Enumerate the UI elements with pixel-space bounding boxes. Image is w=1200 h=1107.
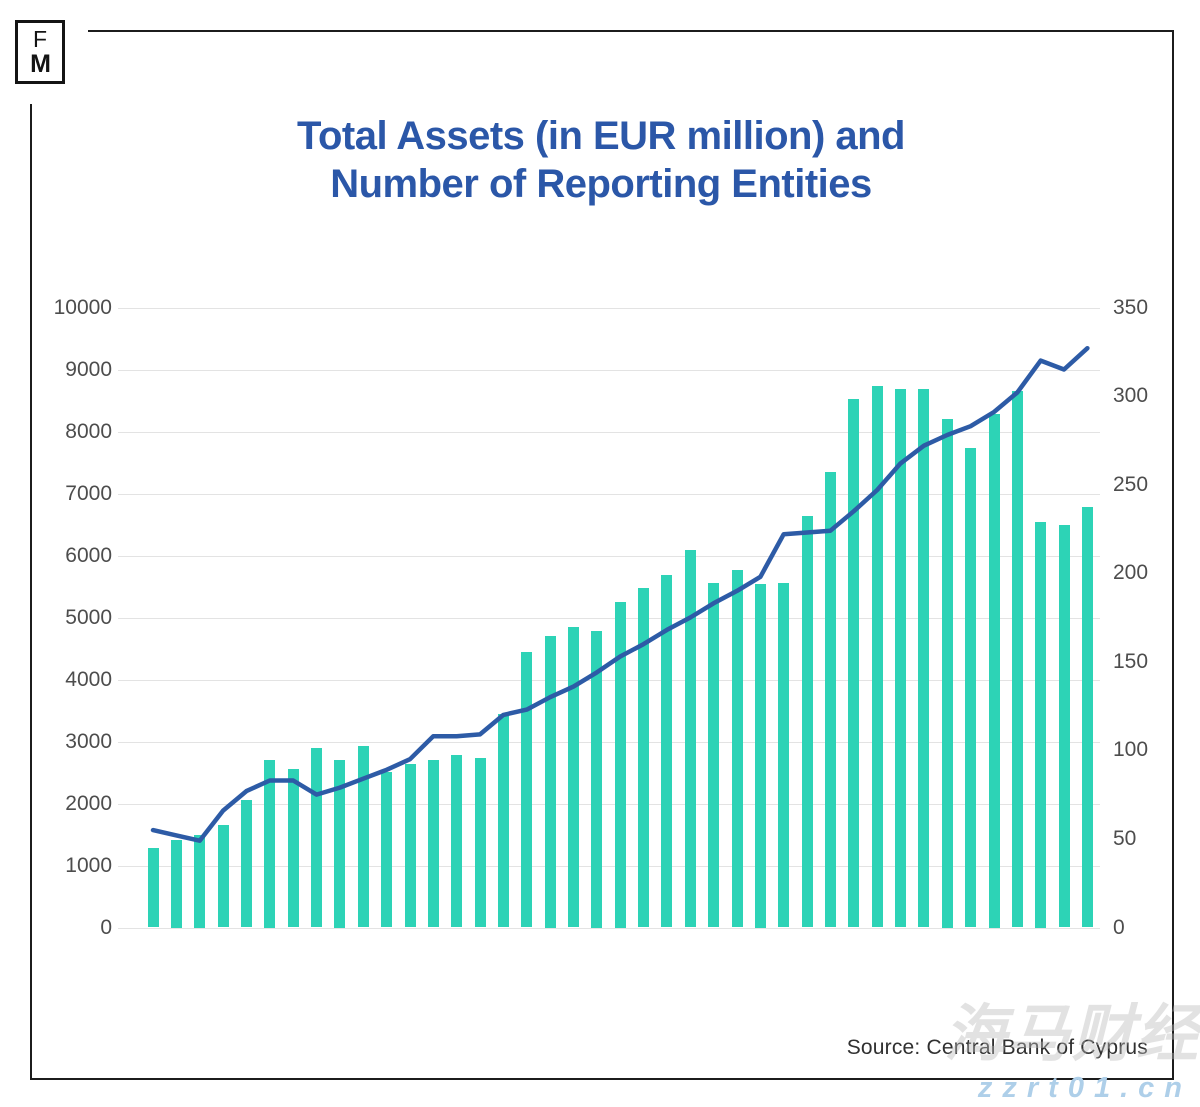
total-assets-bar	[240, 799, 252, 928]
fm-logo: F M	[15, 20, 65, 84]
gridline	[118, 741, 1100, 743]
source-note: Source: Central Bank of Cyprus	[846, 1036, 1148, 1059]
total-assets-bar	[170, 839, 182, 928]
total-assets-bar	[1035, 522, 1047, 928]
total-assets-bar	[381, 771, 393, 928]
total-assets-bar	[941, 418, 953, 928]
left-axis-tick-label: 7000	[65, 481, 112, 505]
total-assets-bar	[824, 471, 836, 928]
total-assets-bar	[871, 386, 883, 928]
fm-logo-letter-m: M	[30, 50, 51, 78]
total-assets-bar	[778, 582, 790, 928]
total-assets-bar	[264, 759, 276, 928]
gridline	[118, 679, 1100, 681]
left-axis-tick-label: 9000	[65, 357, 112, 381]
total-assets-bar	[311, 747, 322, 928]
total-assets-bar	[194, 834, 206, 928]
total-assets-bar	[217, 825, 229, 928]
total-assets-bar	[965, 447, 977, 928]
gridline	[118, 927, 1100, 929]
chart-border-frame	[30, 30, 1174, 1080]
total-assets-bar	[684, 549, 696, 928]
gridline	[118, 431, 1100, 433]
total-assets-bar	[497, 713, 509, 928]
chart-title-line-1: Total Assets (in EUR million) and	[297, 114, 906, 158]
right-axis-tick-label: 100	[1113, 738, 1149, 762]
gridline	[118, 617, 1100, 619]
total-assets-bar	[895, 389, 906, 928]
total-assets-bar	[568, 626, 579, 928]
total-assets-bar	[754, 584, 766, 928]
total-assets-bar	[451, 755, 463, 928]
gridline	[118, 555, 1100, 557]
left-axis-tick-label: 5000	[65, 605, 112, 629]
total-assets-bar	[404, 763, 416, 928]
total-assets-bar	[708, 582, 720, 928]
left-axis-tick-label: 0	[100, 915, 112, 939]
total-assets-bar	[988, 413, 1000, 928]
left-axis-tick-label: 10000	[53, 295, 112, 319]
chart-title-line-2: Number of Reporting Entities	[330, 162, 872, 206]
total-assets-bar	[521, 652, 533, 928]
total-assets-bar	[474, 757, 486, 928]
left-axis-tick-label: 4000	[65, 667, 112, 691]
left-axis-tick-label: 1000	[65, 853, 112, 877]
fm-logo-letter-f: F	[32, 26, 48, 52]
total-assets-bar	[661, 574, 673, 928]
total-assets-bar	[334, 759, 346, 928]
total-assets-bar	[591, 630, 603, 928]
right-axis-tick-label: 350	[1113, 295, 1149, 319]
total-assets-bar	[848, 399, 860, 928]
total-assets-bar	[801, 516, 813, 928]
right-axis-tick-label: 300	[1113, 384, 1149, 408]
right-axis-tick-label: 150	[1113, 649, 1149, 673]
total-assets-bar	[731, 570, 743, 928]
gridline	[118, 865, 1100, 867]
left-axis-tick-label: 6000	[65, 543, 112, 567]
right-axis-tick-label: 0	[1113, 915, 1125, 939]
total-assets-bar	[427, 760, 439, 928]
left-axis-tick-label: 3000	[65, 729, 112, 753]
total-assets-bar	[1058, 525, 1070, 928]
left-axis-tick-label: 8000	[65, 419, 112, 443]
gridline	[118, 493, 1100, 495]
total-assets-bar	[918, 388, 930, 928]
total-assets-bar	[357, 745, 369, 928]
left-axis-tick-label: 2000	[65, 791, 112, 815]
total-assets-bar	[614, 602, 626, 928]
right-axis-tick-label: 250	[1113, 472, 1149, 496]
gridline	[118, 369, 1100, 371]
total-assets-bar	[544, 635, 556, 928]
total-assets-bar	[147, 848, 159, 928]
total-assets-bar	[638, 587, 650, 928]
right-axis-tick-label: 200	[1113, 561, 1149, 585]
total-assets-bar	[287, 769, 299, 928]
total-assets-bar	[1081, 507, 1093, 928]
total-assets-bar	[1011, 390, 1023, 928]
chart-title: Total Assets (in EUR million) and Number…	[30, 112, 1172, 208]
right-axis-tick-label: 50	[1113, 826, 1137, 850]
gridline	[118, 307, 1100, 309]
